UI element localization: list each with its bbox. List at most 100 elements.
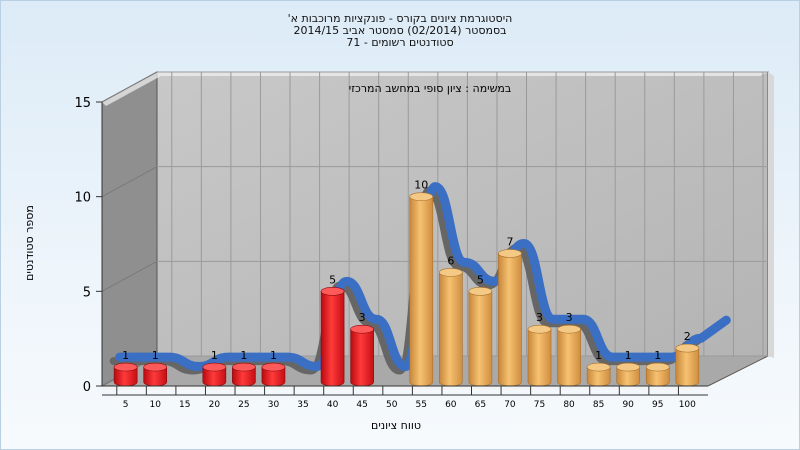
x-tick-label: 45 — [356, 400, 367, 410]
x-tick-label: 35 — [297, 400, 308, 410]
data-label: 1 — [122, 349, 129, 362]
bar-top — [232, 362, 256, 372]
data-label: 1 — [240, 349, 247, 362]
gridline-h-side — [101, 71, 158, 103]
chart-title-line-2: בסמסטר (02/2014) סמסטר אביב 2014/15 — [293, 24, 507, 37]
bar-top — [143, 362, 168, 372]
data-label: 5 — [329, 273, 336, 286]
bar-top — [557, 324, 581, 334]
bar — [527, 324, 552, 387]
chart-subtitle: במשימה : ציון סופי במחשב המרכזי — [349, 82, 512, 95]
bar — [350, 324, 374, 387]
x-axis-title: טווח ציונים — [371, 419, 421, 432]
bar — [232, 362, 256, 387]
x-tick-label: 100 — [679, 400, 696, 410]
bar — [143, 362, 168, 387]
data-label: 6 — [447, 254, 454, 267]
bar-top — [586, 362, 611, 372]
bar-body — [527, 328, 552, 387]
data-label: 1 — [595, 349, 602, 362]
x-tick-label: 80 — [563, 400, 575, 410]
x-tick-label: 60 — [445, 400, 457, 410]
x-tick-label: 85 — [593, 400, 604, 410]
bar — [261, 362, 286, 387]
chart-title-line-1: היסטוגרמת ציונים בקורס - פונקציות מרוכבו… — [287, 12, 513, 25]
bar — [498, 249, 522, 387]
bar — [675, 343, 700, 387]
data-label: 1 — [152, 349, 159, 362]
gridline-h-side — [101, 260, 158, 292]
plot-floor-front-edge — [102, 386, 714, 390]
data-label: 3 — [566, 311, 573, 324]
bar — [557, 324, 581, 387]
x-tick-label: 25 — [238, 400, 249, 410]
x-tick-label: 50 — [386, 400, 398, 410]
bar-top — [498, 249, 522, 258]
bar-top — [202, 362, 227, 372]
bar-top — [350, 324, 374, 334]
bar-top — [616, 362, 641, 372]
bar-body — [675, 347, 700, 387]
x-tick-label: 30 — [268, 400, 280, 410]
x-tick-label: 75 — [534, 400, 545, 410]
y-tick-label: 10 — [74, 191, 91, 206]
bar — [645, 362, 670, 387]
bar — [113, 362, 138, 387]
bar — [438, 268, 463, 387]
x-tick-label: 65 — [475, 400, 486, 410]
bar-body — [409, 196, 434, 387]
gridline-h-side — [101, 166, 158, 198]
plot-left-wall — [101, 71, 158, 387]
data-label: 3 — [536, 311, 543, 324]
bar — [320, 287, 345, 387]
y-axis-ticks: 0 5 10 15 — [74, 96, 102, 395]
plot-right-edge — [768, 72, 774, 358]
y-axis-title: מספר סטודנטים — [23, 205, 36, 281]
data-label: 1 — [654, 349, 661, 362]
bar-top — [261, 362, 286, 372]
bar-top — [645, 362, 670, 372]
y-tick-label: 0 — [83, 380, 91, 395]
x-tick-label: 5 — [123, 400, 129, 410]
data-label: 10 — [414, 179, 428, 192]
x-tick-label: 15 — [179, 400, 190, 410]
x-tick-label: 10 — [149, 400, 161, 410]
data-label: 2 — [684, 330, 691, 343]
y-tick-label: 15 — [74, 96, 91, 111]
bar-body — [498, 253, 522, 387]
data-label: 1 — [625, 349, 632, 362]
bar — [616, 362, 641, 387]
bar-body — [320, 291, 345, 387]
data-label: 7 — [506, 235, 513, 248]
vertical-gridlines — [171, 72, 764, 356]
bar-top — [320, 287, 345, 296]
bar — [202, 362, 227, 387]
bar — [586, 362, 611, 387]
x-tick-label: 70 — [504, 400, 516, 410]
bar-top — [409, 192, 434, 201]
data-labels: 1 1 1 1 1 5 3 10 6 5 7 3 3 1 1 1 2 — [122, 179, 691, 362]
x-tick-label: 55 — [416, 400, 427, 410]
data-label: 5 — [477, 273, 484, 286]
bar — [468, 287, 493, 387]
plot-wall-top-edge — [102, 72, 768, 106]
bar-top — [675, 343, 700, 353]
bar-body — [438, 272, 463, 387]
x-tick-label: 95 — [652, 400, 663, 410]
bar-body — [468, 291, 493, 387]
bar — [409, 192, 434, 387]
bar-top — [438, 268, 463, 277]
bar-body — [350, 328, 374, 387]
data-label: 3 — [359, 311, 366, 324]
data-label: 1 — [211, 349, 218, 362]
data-label: 1 — [270, 349, 277, 362]
x-tick-label: 20 — [209, 400, 221, 410]
x-tick-label: 40 — [327, 400, 339, 410]
bar-top — [468, 287, 493, 296]
bar-top — [527, 324, 552, 334]
x-axis-ticks: 5 10 15 20 25 30 35 40 45 50 55 60 65 70 75 80 85 90 95 100 — [116, 386, 696, 410]
x-tick-label: 90 — [622, 400, 634, 410]
bars — [113, 192, 700, 387]
chart-title-line-3: סטודנטים רשומים - 71 — [346, 36, 454, 49]
